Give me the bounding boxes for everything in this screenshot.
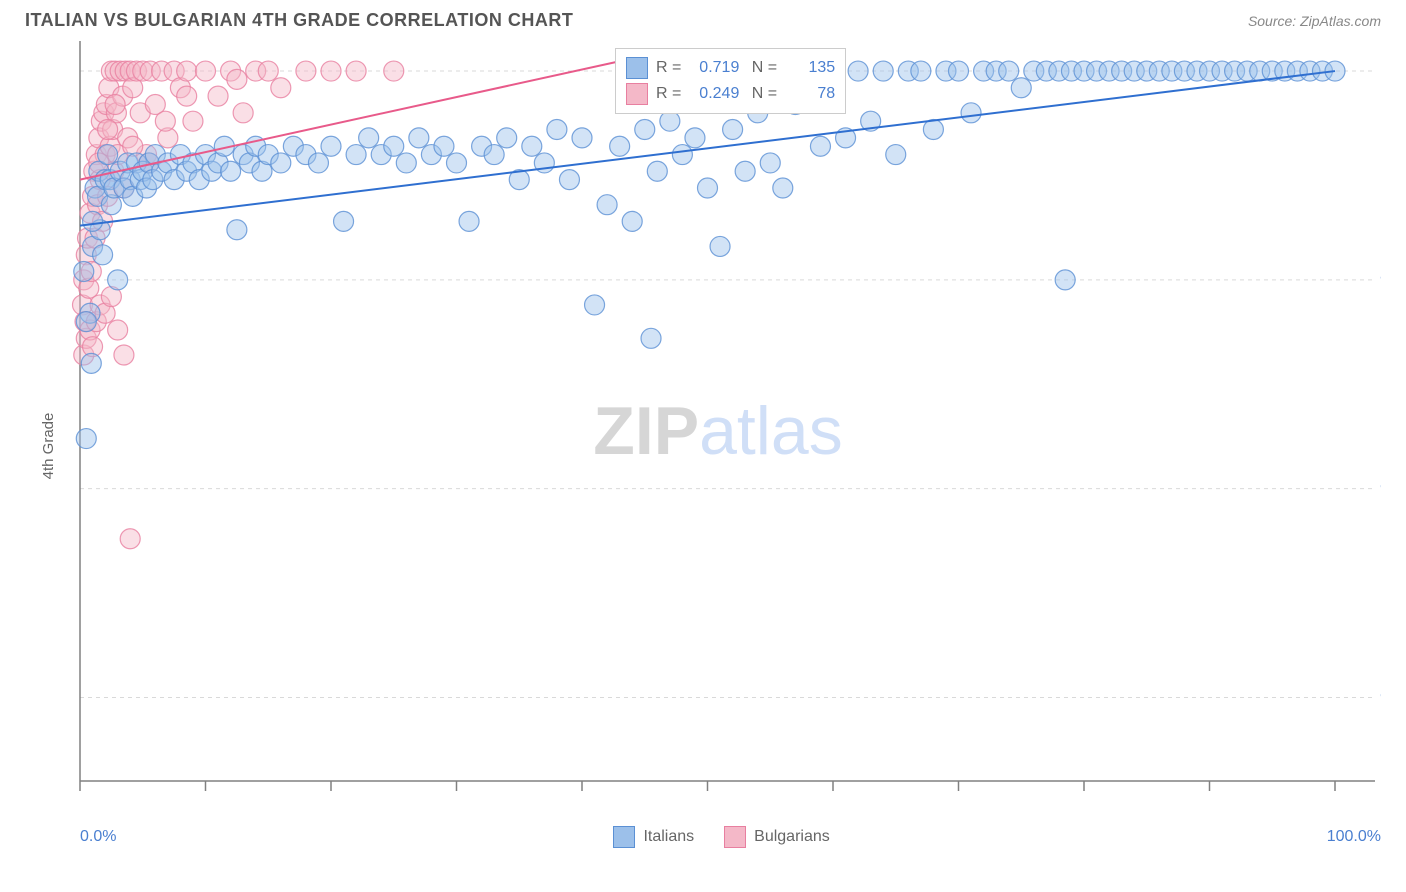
bottom-legend: 0.0% Italians Bulgarians 100.0% [0,826,1406,848]
chart-source: Source: ZipAtlas.com [1248,13,1381,29]
legend-item-bulgarians: Bulgarians [724,826,830,848]
n-value-bulgarians: 78 [785,85,835,103]
scatter-chart: 92.5% 95.0% 97.5% 100.0% [55,36,1381,826]
x-axis-min-label: 0.0% [80,828,116,846]
x-axis-max-label: 100.0% [1327,828,1381,846]
swatch-bulgarians-icon [724,826,746,848]
svg-text:97.5%: 97.5% [1380,272,1381,289]
legend-item-italians: Italians [613,826,694,848]
stats-legend: R = 0.719 N = 135 R = 0.249 N = 78 [615,48,846,114]
swatch-bulgarians [626,83,648,105]
stats-row-italians: R = 0.719 N = 135 [626,55,835,81]
swatch-italians-icon [613,826,635,848]
n-value-italians: 135 [785,59,835,77]
chart-area: 92.5%95.0%97.5%100.0% ZIPatlas R = 0.719… [55,36,1381,826]
svg-text:95.0%: 95.0% [1380,481,1381,498]
r-value-bulgarians: 0.249 [689,85,739,103]
swatch-italians [626,57,648,79]
svg-text:100.0%: 100.0% [1380,63,1381,80]
svg-text:92.5%: 92.5% [1380,689,1381,706]
stats-row-bulgarians: R = 0.249 N = 78 [626,81,835,107]
r-value-italians: 0.719 [689,59,739,77]
chart-title: ITALIAN VS BULGARIAN 4TH GRADE CORRELATI… [25,10,573,31]
